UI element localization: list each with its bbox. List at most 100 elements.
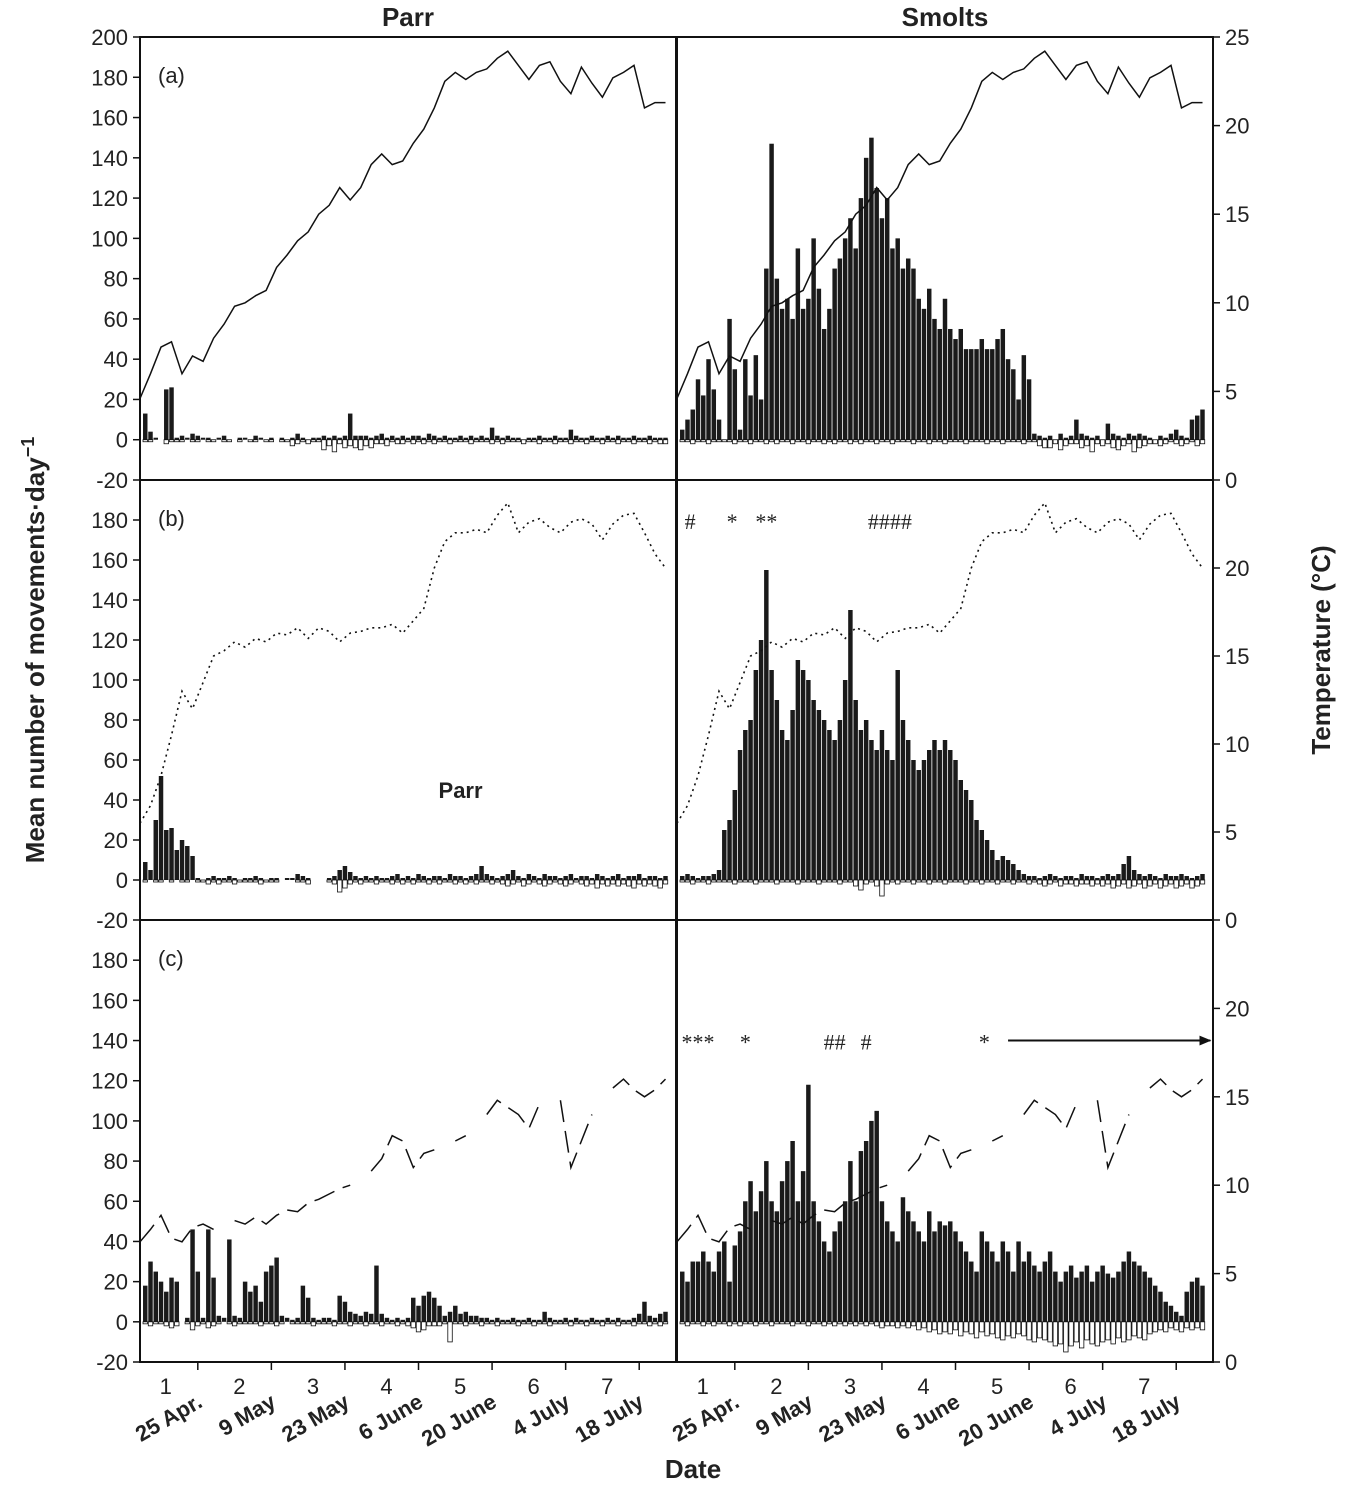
bar-negative bbox=[952, 439, 959, 443]
bar-negative bbox=[832, 1321, 838, 1327]
bar-negative bbox=[326, 439, 332, 447]
bar-negative bbox=[1173, 1321, 1179, 1331]
bar-negative bbox=[662, 879, 669, 885]
bar-negative bbox=[889, 1321, 896, 1327]
bar-positive bbox=[942, 740, 948, 880]
bar-negative bbox=[1194, 879, 1200, 887]
bar-negative bbox=[142, 1321, 148, 1325]
bar-negative bbox=[620, 439, 627, 443]
bar-positive bbox=[605, 1317, 610, 1322]
bar-positive bbox=[489, 427, 495, 440]
bar-negative bbox=[337, 439, 343, 445]
bar-positive bbox=[811, 1201, 816, 1322]
bar-negative bbox=[1168, 1321, 1174, 1329]
bar-positive bbox=[1063, 876, 1069, 880]
bar-positive bbox=[1068, 435, 1074, 440]
bar-positive bbox=[600, 437, 605, 440]
bar-negative bbox=[589, 879, 595, 885]
bar-negative bbox=[468, 1321, 474, 1325]
bar-positive bbox=[879, 1201, 885, 1322]
bar-negative bbox=[242, 1321, 248, 1325]
bar-negative bbox=[494, 439, 500, 443]
bar-negative bbox=[436, 439, 443, 443]
bar-positive bbox=[1047, 1251, 1053, 1322]
bar-positive bbox=[1026, 876, 1032, 880]
bar-negative bbox=[463, 879, 469, 885]
bar-negative bbox=[347, 879, 353, 885]
bar-negative bbox=[568, 1321, 574, 1327]
bar-negative bbox=[368, 1321, 374, 1325]
bar-positive bbox=[400, 1319, 405, 1322]
y2-tick-label: 25 bbox=[1225, 25, 1249, 50]
bar-positive bbox=[1126, 433, 1132, 440]
bar-positive bbox=[164, 830, 169, 880]
bar-positive bbox=[1011, 864, 1016, 880]
bar-negative bbox=[1005, 1321, 1011, 1337]
bar-positive bbox=[374, 876, 379, 880]
bar-negative bbox=[268, 1321, 275, 1325]
y-tick-label: 80 bbox=[104, 1149, 128, 1174]
bar-positive bbox=[174, 437, 180, 440]
bar-negative bbox=[1073, 879, 1080, 887]
bar-negative bbox=[636, 879, 642, 885]
column-title: Parr bbox=[382, 2, 434, 32]
bar-positive bbox=[642, 437, 647, 440]
bar-positive bbox=[1037, 435, 1042, 440]
bar-negative bbox=[158, 879, 164, 883]
bar-positive bbox=[680, 429, 685, 440]
bar-negative bbox=[726, 1321, 733, 1327]
bar-negative bbox=[795, 879, 801, 885]
bar-positive bbox=[701, 876, 706, 880]
bar-positive bbox=[879, 218, 885, 440]
bar-negative bbox=[305, 439, 311, 445]
bar-negative bbox=[415, 439, 422, 443]
bar-positive bbox=[200, 437, 206, 440]
bar-positive bbox=[658, 878, 663, 880]
bar-negative bbox=[758, 1321, 764, 1325]
bar-negative bbox=[142, 879, 148, 883]
bar-negative bbox=[358, 1321, 364, 1325]
bar-positive bbox=[790, 710, 795, 880]
bar-positive bbox=[806, 1084, 811, 1322]
bar-positive bbox=[636, 437, 642, 440]
bar-positive bbox=[1032, 433, 1037, 440]
bar-negative bbox=[1021, 879, 1027, 883]
bar-negative bbox=[1078, 879, 1085, 885]
bar-negative bbox=[837, 439, 843, 443]
bar-positive bbox=[274, 1257, 279, 1322]
bar-negative bbox=[153, 879, 159, 883]
bar-negative bbox=[1031, 439, 1037, 443]
y2-tick-label: 5 bbox=[1225, 379, 1237, 404]
bar-negative bbox=[400, 879, 406, 885]
bar-positive bbox=[258, 878, 264, 880]
bar-positive bbox=[1110, 876, 1116, 880]
bar-positive bbox=[842, 680, 848, 880]
bar-positive bbox=[874, 188, 879, 440]
bar-negative bbox=[163, 439, 169, 445]
bar-negative bbox=[174, 439, 180, 443]
bar-positive bbox=[690, 1261, 695, 1322]
bar-positive bbox=[1063, 1271, 1069, 1322]
bar-negative bbox=[1199, 1321, 1206, 1331]
bar-positive bbox=[1084, 435, 1090, 440]
bar-positive bbox=[900, 268, 906, 440]
bar-positive bbox=[363, 876, 369, 880]
bar-negative bbox=[200, 879, 206, 883]
bar-negative bbox=[979, 439, 985, 443]
bar-positive bbox=[1100, 1265, 1105, 1322]
bar-positive bbox=[1000, 328, 1006, 440]
bar-negative bbox=[473, 439, 479, 443]
bar-positive bbox=[353, 1313, 358, 1322]
bar-positive bbox=[1058, 433, 1063, 440]
bar-positive bbox=[363, 1311, 369, 1322]
bar-negative bbox=[1005, 439, 1011, 443]
bar-positive bbox=[353, 435, 358, 440]
bar-negative bbox=[921, 439, 927, 443]
bar-positive bbox=[858, 1151, 864, 1322]
bar-positive bbox=[916, 298, 921, 440]
bar-positive bbox=[1163, 1301, 1168, 1322]
bar-positive bbox=[984, 1241, 990, 1322]
bar-negative bbox=[1115, 439, 1122, 451]
bar-positive bbox=[395, 437, 400, 440]
bar-positive bbox=[884, 1221, 890, 1322]
